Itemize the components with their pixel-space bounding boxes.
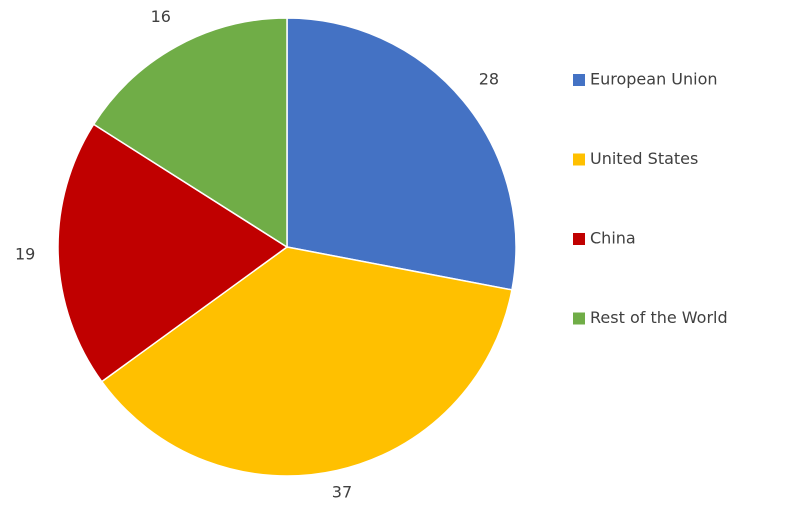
data-label: 16 [151, 7, 171, 26]
legend-label: Rest of the World [590, 308, 728, 327]
legend-swatch [573, 74, 585, 86]
data-label: 37 [332, 482, 352, 501]
data-label: 28 [479, 69, 499, 88]
pie-slice [100, 246, 513, 477]
pie-slice [57, 123, 289, 383]
data-label: 19 [15, 245, 35, 264]
legend-swatch [573, 312, 585, 325]
legend-label: United States [590, 149, 698, 168]
legend-swatch [573, 233, 585, 245]
legend-swatch [573, 153, 585, 166]
legend-label: European Union [590, 70, 718, 89]
pie-slice [92, 17, 288, 249]
legend-label: China [590, 229, 636, 248]
pie-slice [286, 17, 517, 291]
